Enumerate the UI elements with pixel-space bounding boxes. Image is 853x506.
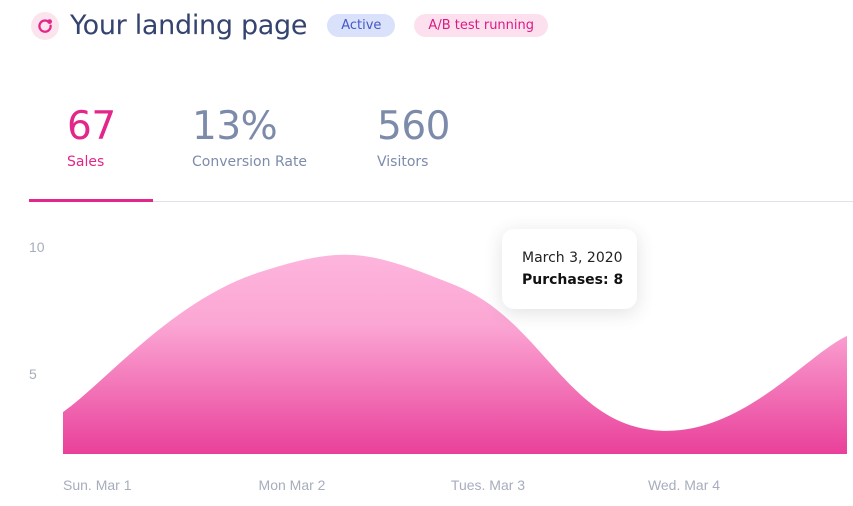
tab-conversion-rate[interactable]: 13% Conversion Rate: [192, 104, 307, 170]
conversion-rate-label: Conversion Rate: [192, 154, 308, 170]
y-tick-label: 5: [29, 366, 37, 382]
visitors-value: 560: [377, 104, 450, 149]
x-tick-label: Sun. Mar 1: [63, 477, 132, 493]
tooltip-date: March 3, 2020: [522, 250, 623, 266]
sales-value: 67: [67, 104, 116, 149]
sales-area-chart: 10 5 Sun. Mar 1 Mon Mar 2 Tues. Mar 3 Wed. …: [29, 239, 847, 493]
tab-visitors[interactable]: 560 Visitors: [377, 104, 450, 170]
tooltip-value: Purchases: 8: [522, 272, 624, 288]
x-tick-label: Mon Mar 2: [259, 477, 326, 493]
visitors-label: Visitors: [377, 154, 429, 170]
hover-point-marker[interactable]: [481, 263, 495, 277]
chart-tooltip: March 3, 2020 Purchases: 8: [502, 229, 637, 309]
sales-label: Sales: [67, 154, 105, 170]
page-title: Your landing page: [70, 10, 308, 41]
status-badge-active: Active: [327, 14, 396, 37]
x-tick-label: Wed. Mar 4: [648, 477, 720, 493]
sales-area: [63, 254, 847, 454]
active-tab-indicator: [29, 199, 153, 202]
x-tick-label: Tues. Mar 3: [451, 477, 525, 493]
landing-page-icon: [31, 11, 59, 40]
y-tick-label: 10: [29, 239, 45, 255]
conversion-rate-value: 13%: [192, 104, 278, 149]
tab-divider: [29, 201, 853, 202]
status-badge-ab-test: A/B test running: [414, 14, 549, 37]
page-header: Your landing page Active A/B test runnin…: [31, 10, 549, 41]
tab-sales[interactable]: 67 Sales: [67, 104, 116, 170]
